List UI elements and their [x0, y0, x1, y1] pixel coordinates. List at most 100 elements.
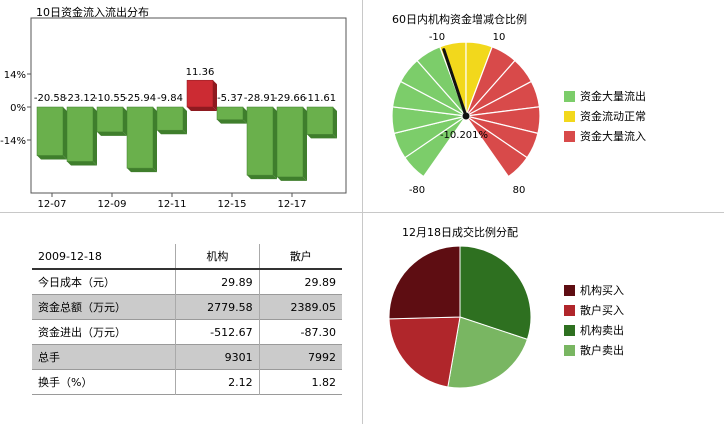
bar-value-label: -29.66 — [274, 93, 306, 104]
bar-value-label: -25.94 — [124, 93, 156, 104]
bar — [276, 106, 304, 178]
stats-table: 2009-12-18 机构 散户 今日成本（元） 29.89 29.89 资金总… — [32, 244, 342, 395]
bar-value-label: -20.58 — [34, 93, 66, 104]
gauge-hub — [462, 112, 470, 120]
bar — [36, 106, 64, 156]
gauge-segment — [465, 115, 528, 178]
bar-value-label: -5.37 — [217, 93, 243, 104]
bar-side — [63, 107, 67, 160]
pie-slice — [459, 245, 532, 341]
bar-bottom — [277, 176, 307, 181]
gauge-label-plus10: 10 — [493, 32, 506, 43]
bar-side — [333, 107, 337, 139]
y-tick-label: -14% — [0, 136, 26, 147]
bar-side — [93, 107, 97, 166]
horizontal-divider — [0, 212, 724, 213]
bar-side — [303, 107, 307, 181]
bar-value-label: 11.36 — [186, 67, 215, 78]
pie-legend-inst-sell: 机构卖出 — [564, 320, 624, 340]
pie-slice — [388, 245, 461, 320]
gauge-value-label: -10.201% — [440, 130, 488, 141]
table-col-retail: 散户 — [258, 244, 342, 269]
pie-legend-retail-buy: 散户买入 — [564, 300, 624, 320]
row-value-retail: 2389.05 — [258, 294, 342, 320]
bar-value-label: -23.12 — [64, 93, 96, 104]
table-row: 资金总额（万元） 2779.58 2389.05 — [32, 294, 342, 320]
x-tick-label: 12-17 — [277, 199, 306, 210]
gauge-title: 60日内机构资金增减仓比例 — [392, 13, 527, 26]
gauge-legend-normal: 资金流动正常 — [564, 106, 646, 126]
legend-swatch — [564, 110, 575, 122]
pie-slice — [447, 316, 529, 389]
legend-swatch — [564, 344, 575, 356]
bar-bottom — [97, 131, 127, 136]
gauge-label-min: -80 — [409, 185, 425, 196]
flow-bar-chart: 14% 0% -14% -20.58-23.12-10.55-25.94 -9.84 11… — [0, 17, 347, 210]
bar — [246, 106, 274, 176]
legend-swatch — [564, 284, 575, 296]
row-value-retail: 29.89 — [258, 269, 342, 295]
bar-value-label: -11.61 — [304, 93, 336, 104]
bar-side — [183, 107, 187, 135]
x-tick-label: 12-15 — [217, 199, 246, 210]
bar-bottom — [37, 155, 67, 160]
table-row: 资金进出（万元） -512.67 -87.30 — [32, 319, 342, 345]
bar-side — [273, 107, 277, 180]
bar — [66, 106, 94, 162]
x-tick-label: 12-09 — [97, 199, 126, 210]
bar — [306, 106, 334, 135]
pie-title: 12月18日成交比例分配 — [402, 226, 518, 239]
bar-value-label: -10.55 — [94, 93, 126, 104]
pie-legend-retail-sell: 散户卖出 — [564, 340, 624, 360]
bar-value-label: -28.91 — [244, 93, 276, 104]
row-label: 资金总额（万元） — [32, 294, 176, 320]
legend-swatch — [564, 130, 575, 142]
table-header-row: 2009-12-18 机构 散户 — [32, 244, 342, 269]
bar-bottom — [127, 168, 157, 173]
row-value-institution: 29.89 — [175, 269, 260, 295]
row-value-retail: 7992 — [258, 344, 342, 370]
table-row: 今日成本（元） 29.89 29.89 — [32, 269, 342, 295]
row-value-institution: 9301 — [175, 344, 260, 370]
row-label: 资金进出（万元） — [38, 326, 126, 339]
x-tick-label: 12-07 — [37, 199, 66, 210]
bar — [96, 106, 124, 133]
table-date: 2009-12-18 — [38, 249, 102, 263]
gauge-label-max: 80 — [513, 185, 526, 196]
row-value-retail: -87.30 — [258, 319, 342, 345]
flow-chart-title: 10日资金流入流出分布 — [36, 6, 149, 19]
row-label: 换手（%） — [38, 376, 93, 389]
gauge-legend: 资金大量流出 资金流动正常 资金大量流入 — [564, 86, 646, 146]
bar-bottom — [157, 130, 187, 135]
gauge-legend-inflow: 资金大量流入 — [564, 126, 646, 146]
y-tick-label: 14% — [4, 70, 26, 81]
bar — [126, 106, 154, 169]
table-col-institution: 机构 — [175, 244, 260, 269]
pie-legend: 机构买入 散户买入 机构卖出 散户卖出 — [564, 280, 624, 360]
gauge-needle — [442, 48, 468, 118]
bar-bottom — [307, 134, 337, 139]
bar — [216, 106, 244, 120]
gauge-label-minus10: -10 — [429, 32, 445, 43]
bar — [186, 79, 214, 108]
row-value-institution: 2779.58 — [175, 294, 260, 320]
bar — [156, 106, 184, 131]
legend-swatch — [564, 324, 575, 336]
bar-side — [123, 107, 127, 136]
row-label: 今日成本（元） — [38, 276, 115, 289]
bar-bottom — [67, 161, 97, 166]
row-value-institution: -512.67 — [175, 319, 260, 345]
gauge-chart: -10.201% -10 10 -80 80 — [391, 32, 541, 196]
x-tick-label: 12-11 — [157, 199, 186, 210]
table-row: 总手 9301 7992 — [32, 344, 342, 370]
gauge-legend-outflow: 资金大量流出 — [564, 86, 646, 106]
pie-legend-inst-buy: 机构买入 — [564, 280, 624, 300]
bar-bottom — [247, 175, 277, 180]
bar-side — [153, 107, 157, 173]
row-value-institution: 2.12 — [175, 369, 260, 395]
legend-swatch — [564, 90, 575, 102]
y-tick-label: 0% — [10, 103, 26, 114]
bar-bottom — [187, 107, 217, 111]
bar-side — [243, 107, 247, 124]
